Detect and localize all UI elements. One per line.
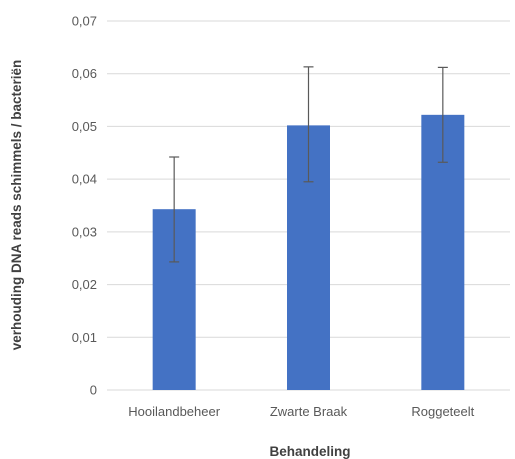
x-tick-label: Roggeteelt <box>411 404 474 419</box>
y-tick-label: 0,02 <box>72 277 97 292</box>
y-tick-label: 0,07 <box>72 14 97 29</box>
y-tick-label: 0,06 <box>72 66 97 81</box>
x-axis-ticks: Hooilandbeheer Zwarte Braak Roggeteelt <box>128 404 474 419</box>
y-axis-ticks: 0 0,01 0,02 0,03 0,04 0,05 0,06 0,07 <box>72 14 97 398</box>
y-tick-label: 0 <box>90 383 97 398</box>
y-axis-title: verhouding DNA reads schimmels / bacteri… <box>9 60 24 351</box>
y-tick-label: 0,04 <box>72 172 97 187</box>
x-tick-label: Zwarte Braak <box>270 404 348 419</box>
y-tick-label: 0,01 <box>72 330 97 345</box>
error-bars <box>169 66 448 263</box>
x-tick-label: Hooilandbeheer <box>128 404 220 419</box>
bars <box>152 114 465 391</box>
y-tick-label: 0,03 <box>72 224 97 239</box>
x-axis-title: Behandeling <box>269 444 350 459</box>
y-tick-label: 0,05 <box>72 119 97 134</box>
